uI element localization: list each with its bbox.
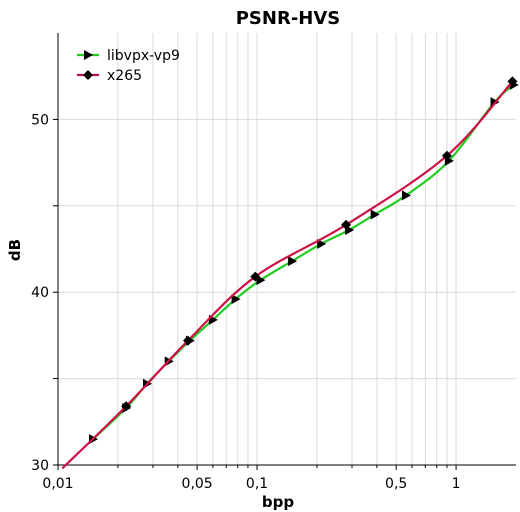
chart-title: PSNR-HVS [236,8,341,29]
data-point-x265 [121,401,132,412]
legend-swatch-marker [83,70,93,80]
x-tick-label: 0,5 [385,476,407,492]
legend-swatch-marker [84,50,93,60]
data-point-libvpx-vp9 [288,256,298,267]
x-tick-label: 0,05 [182,476,213,492]
data-point-x265 [341,219,352,230]
data-point-libvpx-vp9 [370,209,380,220]
series-line-libvpx-vp9 [92,83,515,440]
series-line-x265 [61,80,514,470]
x-axis-label: bpp [262,493,294,511]
series-libvpx-vp9 [89,79,519,445]
data-point-x265 [441,150,452,161]
legend-item-x265: x265 [77,68,142,84]
x-tick-label: 1 [452,476,461,492]
y-axis-label: dB [6,239,24,261]
data-point-x265 [507,76,518,87]
legend-label: x265 [107,68,142,84]
data-point-x265 [250,271,261,282]
data-point-x265 [183,335,194,346]
y-tick-label: 50 [31,112,49,128]
x-tick-label: 0,1 [246,476,268,492]
data-point-libvpx-vp9 [231,294,241,305]
data-point-libvpx-vp9 [401,190,411,201]
series-x265 [61,76,518,470]
y-tick-label: 30 [31,458,49,474]
legend-item-libvpx-vp9: libvpx-vp9 [77,48,180,64]
legend: libvpx-vp9 x265 [77,48,180,84]
x-tick-label: 0,01 [42,476,73,492]
y-tick-labels: 30 40 50 [31,112,49,474]
grid [58,33,516,465]
series-layer [61,76,519,470]
y-tick-label: 40 [31,285,49,301]
axes [53,33,516,470]
legend-label: libvpx-vp9 [107,48,180,64]
x-tick-labels: 0,01 0,05 0,1 0,5 1 [42,476,460,492]
